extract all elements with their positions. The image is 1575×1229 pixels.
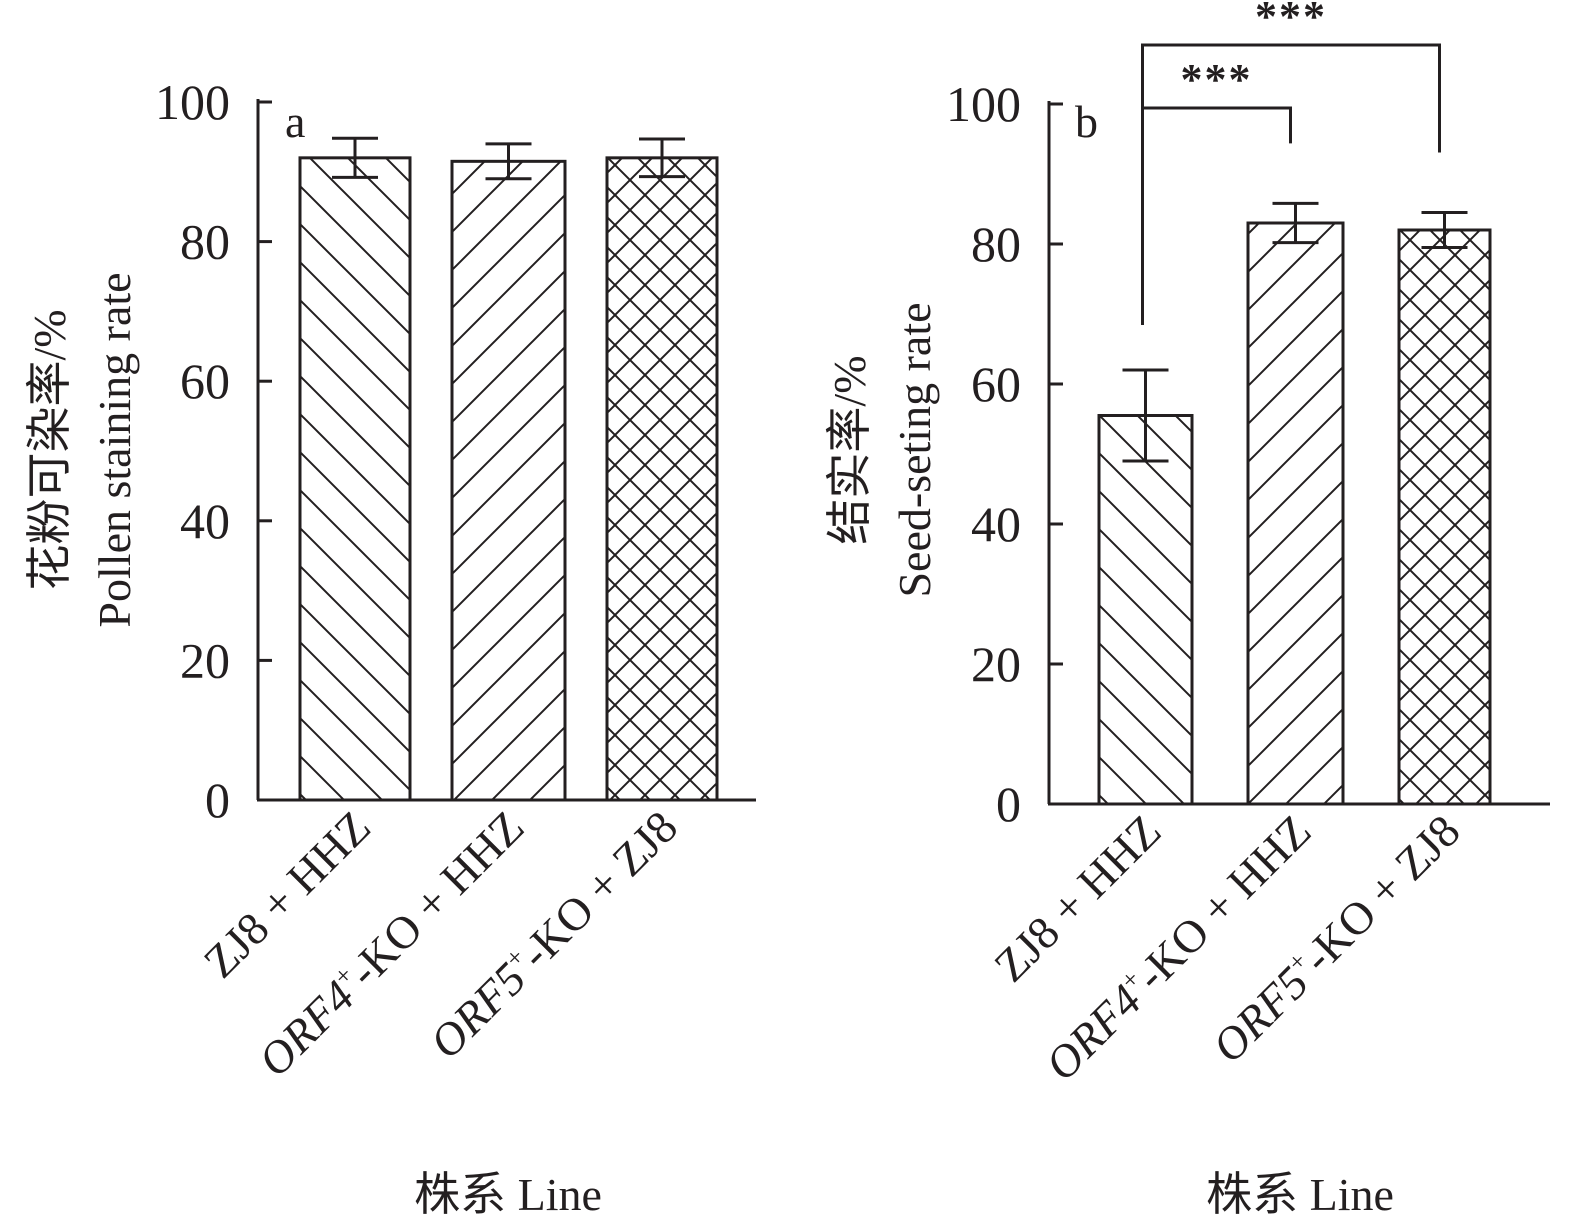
x-axis-label: 株系 Line [414,1169,602,1220]
y-tick-label: 40 [180,493,230,549]
error-bar-3 [639,137,685,179]
y-tick-label: 80 [180,214,230,270]
y-tick-label: 40 [971,496,1021,552]
significance-label: *** [1255,0,1327,41]
error-bar-3 [1421,211,1468,249]
bracket-line [1141,43,1441,325]
y-tick-label: 20 [971,636,1021,692]
panel-label: b [1075,96,1098,147]
x-tick-label-3: ORF5+-KO + ZJ8 [1202,805,1469,1072]
y-axis-label-cn: 花粉可染率/% [24,309,75,590]
y-tick-label: 20 [180,632,230,688]
y-tick-label: 60 [180,353,230,409]
y-axis-label-en: Pollen staining rate [89,272,140,627]
y-tick-label: 0 [205,772,230,828]
x-axis-label: 株系 Line [1206,1169,1394,1220]
significance-bracket-2: *** [1141,0,1441,325]
bar-3 [1397,228,1492,806]
y-tick-label: 80 [971,216,1021,272]
y-axis-label-cn: 结实率/% [824,355,875,544]
error-bar-2 [485,142,532,181]
bar-1 [1097,414,1194,806]
bar-2 [450,159,567,802]
bar-2 [1246,221,1345,806]
y-axis-label-en: Seed-seting rate [889,302,940,597]
significance-label: *** [1181,55,1253,104]
y-tick-label: 60 [971,356,1021,412]
bar-3 [605,156,719,802]
panel-label: a [285,96,305,147]
error-bar-1 [1122,368,1169,463]
y-tick-label: 100 [155,74,230,130]
y-tick-label: 0 [996,776,1021,832]
x-tick-label-2: ORF4+-KO + HHZ [1035,805,1320,1090]
chart-panel-a: 0 20 40 60 80 100 a 花粉可染率/% Pollen staining rate… [24,74,756,1220]
bar-1 [298,156,412,802]
error-bar-1 [332,136,378,179]
x-tick-label-2: ORF4+-KO + HHZ [248,801,533,1086]
error-bar-2 [1272,201,1319,245]
y-tick-label: 100 [946,76,1021,132]
